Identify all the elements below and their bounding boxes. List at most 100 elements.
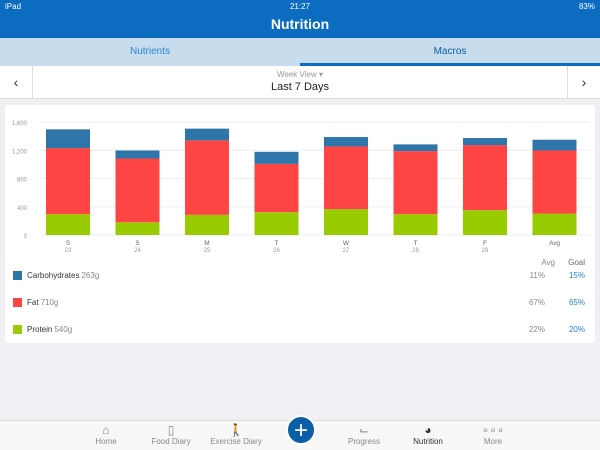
legend-grams: 263g [81,271,100,280]
x-tick-date: 24 [134,248,141,254]
bar-protein [46,214,90,235]
segmented-control: Nutrients Macros [0,38,600,66]
home-icon: ⌂ [102,423,110,437]
tab-nutrients[interactable]: Nutrients [129,46,170,57]
bar-protein [185,214,229,235]
x-tick-date: 28 [412,248,419,254]
bar-protein [532,213,577,235]
legend-grams: 540g [54,325,73,334]
week-view-dropdown[interactable]: Week View ▾ [0,70,600,79]
week-view-label: Week View [277,70,317,79]
avg-percent: 11% [529,271,545,280]
x-tick-day: T [275,240,279,247]
legend-name: Carbohydrates [27,271,80,280]
legend-swatch [13,325,22,334]
x-tick-day: S [135,240,140,247]
tab-more[interactable]: ∘∘∘ More [463,423,523,446]
next-week-button[interactable]: › [567,66,600,98]
bar-fat [46,148,90,215]
bar-carbohydrates [254,151,299,164]
tab-macros[interactable]: Macros [300,38,600,66]
date-range: Last 7 Days [270,81,330,93]
chevron-down-icon: ▾ [318,70,323,79]
bar-protein [324,209,368,235]
legend-name: Protein [27,325,53,334]
bar-carbohydrates [46,129,90,149]
avg-header: Avg [541,258,555,267]
bar-carbohydrates [324,137,368,147]
goal-percent: 15% [568,271,585,280]
bar-protein [463,210,507,235]
nutrition-icon: ◕ [424,423,432,437]
macros-card: 0 400 800 1,200 1,600 S 23 S 24 M 25 T 26 W 27 T 28 F 29 Av… [5,105,595,343]
x-tick-day: S [66,240,71,247]
bar-carbohydrates [185,128,229,141]
clock: 21:27 [289,2,311,11]
bar-fat [254,163,299,213]
battery: 83% [578,2,595,11]
y-tick-label: 0 [24,234,28,240]
x-tick-date: 29 [482,248,489,254]
food-diary-icon: ▯ [167,423,175,437]
x-tick-day: T [414,240,418,247]
legend-item: Fat 710g [13,298,58,307]
header: iPad 21:27 83% Nutrition [0,0,600,38]
legend-swatch [13,271,22,280]
week-selector: ‹ Week View ▾ Last 7 Days › [0,66,600,99]
progress-icon: ⌙ [358,423,370,437]
bar-protein [393,214,438,235]
legend-item: Carbohydrates 263g [13,271,99,280]
bar-carbohydrates [115,150,160,159]
tab-home[interactable]: ⌂ Home [76,423,136,446]
bar-carbohydrates [532,139,577,151]
y-tick-label: 1,600 [12,121,28,127]
bar-fat [185,140,229,215]
status-bar: iPad 21:27 83% [0,0,600,14]
avg-percent: 67% [528,298,545,307]
tab-label: More [483,437,503,446]
more-icon: ∘∘∘ [481,423,505,437]
x-tick-day: M [204,240,209,247]
tab-label: Nutrition [413,437,443,446]
tab-food-diary[interactable]: ▯ Food Diary [141,423,201,446]
goal-percent: 65% [568,298,585,307]
y-tick-label: 800 [17,178,28,184]
prev-week-button[interactable]: ‹ [0,66,33,98]
x-tick-day: W [343,240,350,247]
x-tick-day: Avg [549,240,560,247]
bar-fat [115,158,160,223]
y-tick-label: 400 [17,206,28,212]
x-tick-date: 23 [65,248,72,254]
avg-percent: 22% [528,325,545,334]
x-tick-day: F [483,240,487,247]
tab-label: Progress [347,437,380,446]
tab-macros-label: Macros [433,46,467,57]
y-tick-label: 1,200 [12,149,28,155]
page-title: Nutrition [270,16,330,32]
bar-fat [463,145,507,211]
device-name: iPad [5,2,22,11]
legend-grams: 710g [40,298,59,307]
tab-label: Home [95,437,117,446]
x-tick-date: 26 [273,248,280,254]
add-button[interactable]: + [286,415,316,445]
bar-protein [115,222,160,235]
goal-percent: 20% [568,325,585,334]
goal-header: Goal [568,258,585,267]
x-tick-date: 25 [204,248,211,254]
bar-carbohydrates [393,144,438,152]
bar-fat [532,150,577,214]
tab-label: Food Diary [151,437,191,446]
tab-exercise-diary[interactable]: 🚶 Exercise Diary [206,423,266,446]
tab-label: Exercise Diary [210,437,262,446]
x-tick-date: 27 [343,248,350,254]
bar-fat [324,146,368,210]
tab-bar: ⌂ Home ▯ Food Diary 🚶 Exercise Diary ⌙ Progress… [0,420,600,450]
legend-name: Fat [27,298,39,307]
tab-progress[interactable]: ⌙ Progress [334,423,394,446]
tab-nutrition[interactable]: ◕ Nutrition [398,423,458,446]
legend-swatch [13,298,22,307]
bar-carbohydrates [463,138,507,146]
exercise-diary-icon: 🚶 [228,423,244,437]
macros-chart: 04008001,2001,600S23S24M25T26W27T28F29Av… [12,121,590,254]
